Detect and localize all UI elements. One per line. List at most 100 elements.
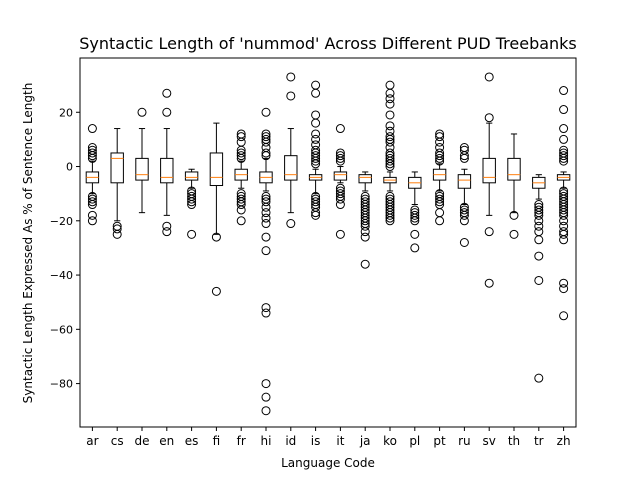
outlier-point	[187, 197, 197, 207]
outlier-point	[534, 210, 544, 220]
y-tick-label: 20	[59, 106, 73, 119]
outlier-point	[559, 151, 569, 161]
outlier-point	[559, 205, 569, 215]
outlier-point	[311, 134, 321, 144]
outlier-point	[87, 197, 97, 207]
outlier-point	[484, 227, 494, 237]
outlier-point	[261, 132, 271, 142]
outlier-point	[87, 216, 97, 226]
outlier-point	[435, 156, 445, 166]
outlier-point	[385, 110, 395, 120]
y-tick-label: −20	[50, 215, 73, 228]
outlier-point	[187, 194, 197, 204]
outlier-point	[459, 151, 469, 161]
outlier-point	[559, 134, 569, 144]
outlier-point	[435, 132, 445, 142]
outlier-point	[335, 151, 345, 161]
outlier-point	[385, 162, 395, 172]
outlier-point	[559, 216, 569, 226]
outlier-point	[311, 110, 321, 120]
y-tick-label: 0	[66, 161, 73, 174]
outlier-point	[335, 229, 345, 239]
chart-title: Syntactic Length of 'nummod' Across Diff…	[79, 34, 577, 53]
outlier-point	[335, 200, 345, 210]
outlier-point	[459, 216, 469, 226]
y-tick-label: −60	[50, 323, 73, 336]
outlier-point	[534, 235, 544, 245]
outlier-point	[261, 213, 271, 223]
outlier-point	[236, 216, 246, 226]
outlier-point	[311, 208, 321, 218]
outlier-point	[162, 221, 172, 231]
box-th	[507, 157, 521, 181]
outlier-point	[261, 208, 271, 218]
outlier-point	[509, 229, 519, 239]
outlier-point	[559, 229, 569, 239]
outlier-point	[435, 151, 445, 161]
x-tick-label: th	[508, 434, 520, 448]
outlier-point	[410, 243, 420, 253]
outlier-point	[112, 224, 122, 234]
outlier-point	[87, 153, 97, 163]
outlier-point	[187, 200, 197, 210]
outlier-point	[559, 284, 569, 294]
outlier-point	[559, 124, 569, 134]
outlier-point	[236, 137, 246, 147]
outlier-point	[559, 153, 569, 163]
outlier-point	[335, 124, 345, 134]
outlier-point	[435, 194, 445, 204]
outlier-point	[261, 151, 271, 161]
outlier-point	[360, 232, 370, 242]
box-es	[184, 171, 199, 181]
outlier-point	[534, 205, 544, 215]
outlier-point	[435, 153, 445, 163]
outlier-point	[534, 216, 544, 226]
outlier-point	[385, 132, 395, 142]
outlier-point	[335, 153, 345, 163]
outlier-point	[534, 275, 544, 285]
outlier-point	[385, 88, 395, 98]
outlier-point	[435, 208, 445, 218]
outlier-point	[559, 105, 569, 115]
x-tick-label: id	[285, 434, 296, 448]
outlier-point	[385, 216, 395, 226]
x-tick-label: ru	[458, 434, 471, 448]
x-tick-label: de	[135, 434, 150, 448]
outlier-point	[236, 194, 246, 204]
outlier-point	[137, 107, 147, 117]
outlier-point	[87, 200, 97, 210]
outlier-point	[335, 189, 345, 199]
x-tick-label: ar	[86, 434, 98, 448]
outlier-point	[385, 213, 395, 223]
outlier-point	[236, 205, 246, 215]
y-tick-label: −80	[50, 378, 73, 391]
outlier-point	[385, 94, 395, 104]
outlier-point	[311, 210, 321, 220]
outlier-point	[459, 205, 469, 215]
outlier-point	[87, 148, 97, 158]
outlier-point	[261, 148, 271, 158]
outlier-point	[360, 227, 370, 237]
x-tick-label: fi	[213, 434, 221, 448]
outlier-point	[385, 156, 395, 166]
x-tick-label: ko	[383, 434, 397, 448]
outlier-point	[559, 86, 569, 96]
outlier-point	[87, 194, 97, 204]
y-axis-label: Syntactic Length Expressed As % of Sente…	[21, 83, 35, 404]
box-id	[284, 155, 298, 181]
outlier-point	[261, 379, 271, 389]
outlier-point	[211, 232, 221, 242]
outlier-point	[261, 197, 271, 207]
outlier-point	[410, 229, 420, 239]
outlier-point	[534, 373, 544, 383]
y-tick-label: −40	[50, 269, 73, 282]
plot-area: 20 0 −20 −40 −60 −80 ar cs de en es fi fr hi id is it ja k…	[50, 72, 571, 448]
box-de	[135, 157, 149, 181]
box-ja	[358, 174, 372, 184]
outlier-point	[311, 153, 321, 163]
x-tick-label: pt	[433, 434, 446, 448]
outlier-point	[435, 137, 445, 147]
outlier-point	[360, 221, 370, 231]
outlier-point	[385, 137, 395, 147]
outlier-point	[286, 72, 296, 82]
